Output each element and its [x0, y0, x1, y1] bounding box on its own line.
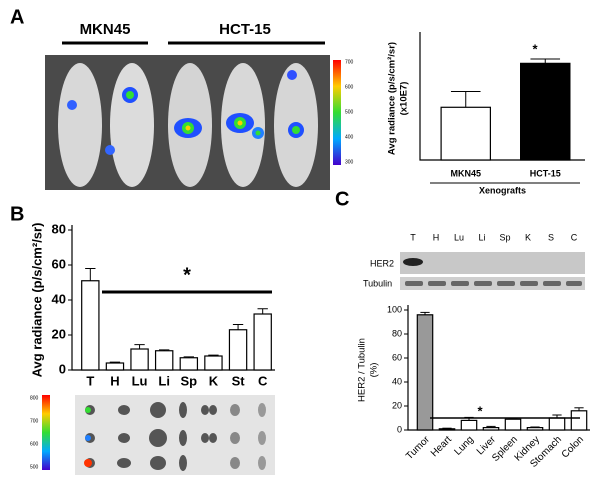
axis [407, 305, 590, 431]
panel-label: C [335, 188, 349, 210]
mouse-image [45, 55, 341, 190]
western-blot [400, 252, 585, 290]
group-label: MKN45 [80, 21, 131, 38]
blot-row-label: HER2 [370, 258, 394, 268]
colorbar-label: 600 [30, 441, 39, 447]
blot-lane-label: K [525, 232, 531, 242]
x-tick-label: Lung [452, 434, 476, 458]
y-tick-label: 60 [392, 352, 402, 362]
y-label-unit: (x10E7) [399, 82, 410, 116]
x-tick-label: Li [158, 373, 170, 388]
bar [154, 350, 174, 371]
x-tick-label: Tumor [404, 434, 432, 462]
bar [105, 362, 125, 371]
organ-image [42, 395, 275, 475]
colorbar-label: 300 [345, 159, 354, 165]
colorbar-label: 500 [345, 109, 354, 115]
annotation: * [532, 41, 538, 56]
y-tick-label: 100 [387, 304, 402, 314]
x-tick-label: Colon [560, 434, 586, 460]
x-tick-label: MKN45 [450, 168, 481, 178]
y-label: Avg radiance (p/s/cm²/sr) [29, 223, 44, 378]
x-tick-label: T [86, 373, 94, 388]
y-tick-label: 40 [52, 291, 66, 306]
bar [130, 348, 149, 371]
y-label-unit: (%) [369, 363, 380, 378]
colorbar-label: 800 [30, 395, 39, 401]
x-tick-label: Heart [429, 434, 454, 459]
y-tick-label: 20 [392, 400, 402, 410]
blot-lane-label: Li [478, 232, 485, 242]
x-tick-label: K [209, 373, 219, 388]
x-tick-label: HCT-15 [530, 168, 561, 178]
bar [179, 357, 199, 371]
blot-row-label: Tubulin [363, 278, 392, 288]
y-tick-label: 40 [392, 376, 402, 386]
bar [438, 428, 456, 431]
group-label: HCT-15 [219, 21, 271, 38]
y-label: HER2 / Tubulin [357, 338, 368, 402]
y-tick-label: 80 [52, 221, 66, 236]
y-label: Avg radiance (p/s/cm²/sr) [387, 42, 398, 155]
y-tick-label: 60 [52, 256, 66, 271]
bar [482, 427, 500, 431]
blot-lane-label: Sp [499, 232, 510, 242]
y-tick-label: 20 [52, 326, 66, 341]
annotation: * [477, 403, 483, 418]
colorbar-label: 700 [345, 59, 354, 65]
x-tick-label: St [232, 373, 246, 388]
colorbar-label: 400 [345, 134, 354, 140]
panel-label: A [10, 6, 24, 28]
bar [548, 417, 566, 431]
bar [460, 419, 478, 431]
colorbar-label: 600 [345, 84, 354, 90]
bar [416, 314, 434, 431]
blot-lane-label: S [548, 232, 554, 242]
x-label: Xenografts [479, 185, 526, 195]
bar [228, 329, 248, 371]
annotation: * [183, 264, 191, 286]
x-tick-label: Lu [132, 373, 148, 388]
colorbar-label: 500 [30, 464, 39, 470]
y-tick-label: 0 [397, 424, 402, 434]
colorbar-label: 700 [30, 418, 39, 424]
x-tick-label: H [110, 373, 119, 388]
blot-lane-label: T [410, 232, 416, 242]
bar [520, 62, 571, 161]
panel-label: B [10, 203, 24, 225]
blot-lane-label: Lu [454, 232, 464, 242]
bar [204, 355, 223, 371]
bar [81, 280, 100, 371]
bar [253, 313, 272, 371]
bar [526, 427, 544, 431]
x-tick-label: Sp [181, 373, 198, 388]
y-tick-label: 80 [392, 328, 402, 338]
bar [440, 106, 491, 161]
blot-lane-label: H [433, 232, 440, 242]
y-tick-label: 0 [59, 361, 66, 376]
bar [570, 410, 588, 431]
bar [504, 418, 522, 431]
x-tick-label: C [258, 373, 268, 388]
blot-lane-label: C [571, 232, 578, 242]
